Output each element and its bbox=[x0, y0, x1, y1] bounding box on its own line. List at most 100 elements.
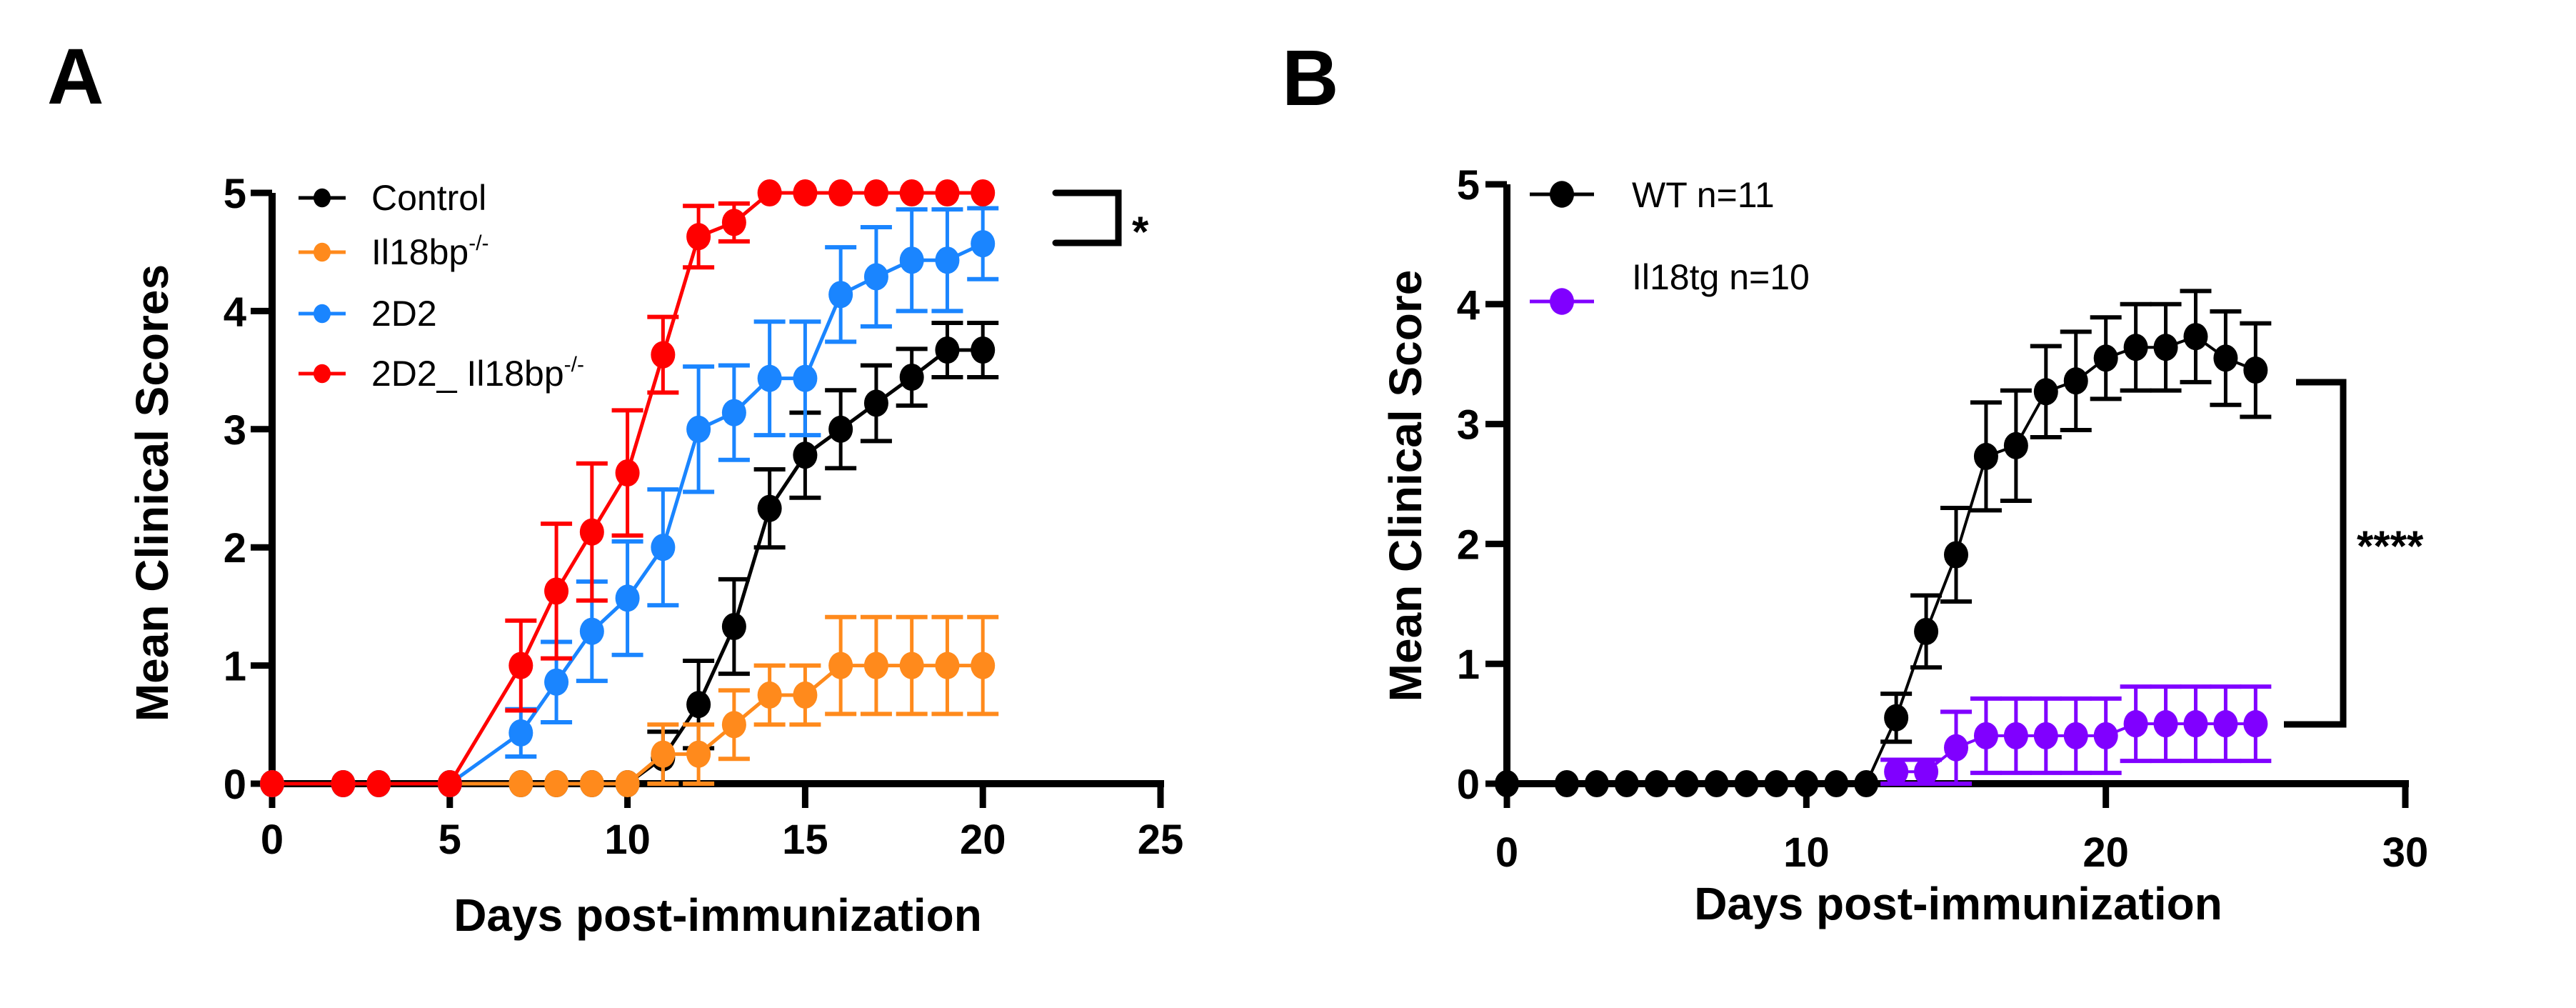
legend-label-main: Il18tg n=10 bbox=[1632, 257, 1810, 297]
data-point bbox=[1944, 541, 1968, 569]
panel-label-a: A bbox=[47, 33, 104, 121]
legend-label-superscript: -/- bbox=[468, 231, 488, 255]
legend-label: Il18tg n=10 bbox=[1632, 257, 1810, 297]
data-point bbox=[2243, 710, 2268, 738]
y-tick-label: 2 bbox=[1457, 522, 1480, 568]
data-point bbox=[828, 652, 853, 679]
data-point bbox=[651, 740, 676, 768]
y-tick-label: 0 bbox=[1457, 762, 1480, 808]
data-point bbox=[2093, 344, 2118, 372]
data-point bbox=[1944, 734, 1968, 762]
data-point bbox=[757, 681, 782, 709]
data-point bbox=[721, 711, 746, 739]
data-point bbox=[2003, 431, 2028, 459]
data-point bbox=[331, 769, 356, 798]
data-point bbox=[793, 681, 818, 709]
data-point bbox=[971, 652, 996, 679]
y-tick-label: 0 bbox=[224, 762, 246, 808]
x-tick-label: 25 bbox=[1138, 817, 1184, 863]
data-point bbox=[863, 179, 888, 207]
data-point bbox=[2213, 710, 2238, 738]
data-point bbox=[899, 179, 924, 207]
data-point bbox=[793, 364, 818, 392]
data-point bbox=[1495, 769, 1519, 798]
legend-item: 2D2_ Il18bp-/- bbox=[299, 353, 584, 394]
data-point bbox=[544, 769, 569, 798]
y-tick-label: 4 bbox=[224, 289, 246, 335]
x-tick-label: 20 bbox=[2083, 829, 2129, 876]
legend-label-main: Il18bp bbox=[371, 232, 468, 272]
data-point bbox=[508, 652, 533, 679]
legend-item: Control bbox=[299, 178, 486, 218]
data-point bbox=[1914, 758, 1939, 786]
data-point bbox=[2033, 722, 2058, 749]
legend-item: WT n=11 bbox=[1530, 175, 1775, 215]
data-point bbox=[579, 617, 604, 645]
legend-label-main: 2D2_ Il18bp bbox=[371, 354, 564, 394]
data-point bbox=[260, 769, 284, 798]
x-axis-title: Days post-immunization bbox=[453, 889, 982, 941]
legend-label: 2D2_ Il18bp-/- bbox=[371, 353, 584, 394]
panel-label-b: B bbox=[1282, 34, 1338, 122]
data-point bbox=[686, 691, 711, 719]
legend-label: Il18bp-/- bbox=[371, 231, 489, 272]
data-point bbox=[828, 179, 853, 207]
data-point bbox=[544, 668, 569, 696]
data-point bbox=[2063, 722, 2088, 749]
data-point bbox=[615, 769, 640, 798]
data-point bbox=[935, 336, 960, 364]
data-point bbox=[863, 389, 888, 417]
data-point bbox=[2033, 378, 2058, 406]
data-point bbox=[863, 263, 888, 291]
legend-marker bbox=[314, 364, 331, 384]
data-point bbox=[437, 769, 462, 798]
data-point bbox=[2183, 710, 2208, 738]
data-point bbox=[1554, 769, 1579, 798]
data-point bbox=[508, 719, 533, 747]
data-point bbox=[651, 341, 676, 369]
data-point bbox=[971, 336, 996, 364]
x-tick-label: 30 bbox=[2382, 829, 2429, 876]
significance-bracket: **** bbox=[2284, 379, 2424, 728]
data-point bbox=[2243, 356, 2268, 384]
x-tick-label: 20 bbox=[960, 817, 1006, 863]
significance-label: * bbox=[1132, 208, 1149, 256]
data-point bbox=[2093, 722, 2118, 749]
legend-label: Control bbox=[371, 178, 486, 218]
series-group bbox=[1495, 289, 2272, 798]
y-tick-label: 4 bbox=[1457, 282, 1480, 329]
data-point bbox=[1914, 617, 1939, 645]
data-point bbox=[686, 415, 711, 443]
data-point bbox=[2153, 710, 2178, 738]
data-point bbox=[935, 652, 960, 679]
data-point bbox=[2213, 344, 2238, 372]
data-point bbox=[721, 209, 746, 236]
y-axis-title: Mean Clinical Scores bbox=[126, 264, 178, 722]
data-point bbox=[935, 246, 960, 274]
data-point bbox=[1973, 722, 1998, 749]
data-point bbox=[686, 223, 711, 251]
data-point bbox=[651, 534, 676, 562]
x-tick-label: 5 bbox=[438, 817, 461, 863]
data-point bbox=[1884, 758, 1909, 786]
legend-label-superscript: -/- bbox=[564, 353, 584, 376]
data-point bbox=[1614, 769, 1639, 798]
data-point bbox=[2063, 367, 2088, 395]
data-point bbox=[721, 612, 746, 641]
data-point bbox=[1973, 442, 1998, 470]
y-tick-label: 3 bbox=[1457, 402, 1480, 449]
data-point bbox=[1764, 769, 1789, 798]
data-point bbox=[721, 399, 746, 426]
y-tick-label: 2 bbox=[224, 525, 246, 572]
legend: WT n=11 Il18tg n=10 bbox=[1530, 175, 1810, 315]
data-point bbox=[686, 740, 711, 768]
data-point bbox=[544, 577, 569, 605]
series-il18bp- bbox=[260, 614, 999, 798]
series-wt-n-11 bbox=[1495, 289, 2272, 798]
panel-a: A Mean Clinical Scores Days post-immuniz… bbox=[47, 33, 1183, 941]
series-2d2-il18bp- bbox=[260, 179, 996, 798]
data-point bbox=[2123, 710, 2148, 738]
